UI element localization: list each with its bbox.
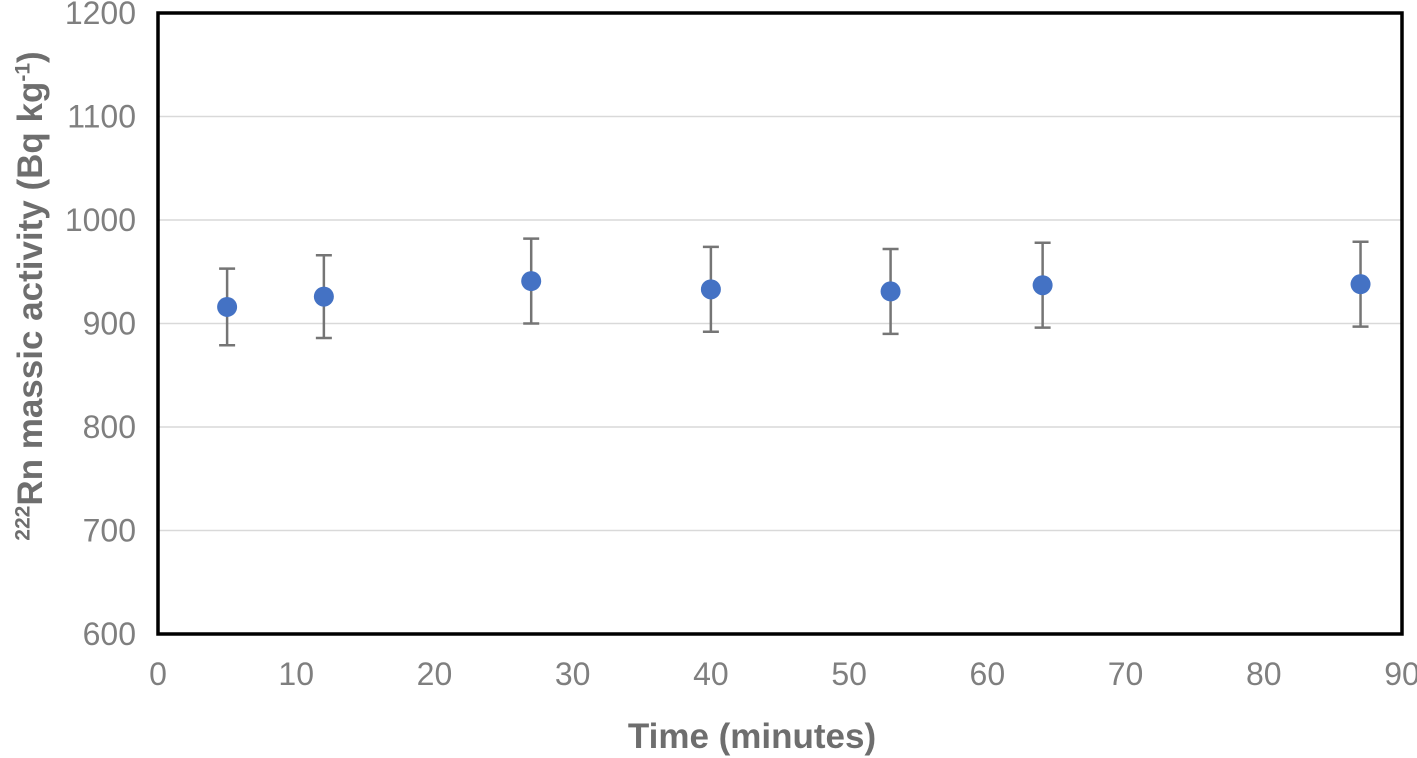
y-axis-title: 222Rn massic activity (Bq kg-1) [11,51,51,540]
y-axis-tick-label: 800 [83,409,136,445]
x-axis-tick-label: 70 [1108,656,1144,692]
x-axis-tick-label: 90 [1384,656,1417,692]
y-axis-tick-label: 700 [83,513,136,549]
y-axis-tick-label: 1100 [67,99,136,135]
x-axis-tick-label: 50 [831,656,867,692]
y-axis-tick-label: 900 [83,306,136,342]
y-axis-title-close-paren: ) [11,51,50,63]
x-axis-tick-label: 0 [149,656,167,692]
y-axis-tick-label: 600 [83,616,136,652]
x-axis-tick-label: 20 [417,656,453,692]
series-rn-222-massic-activity [217,237,1371,347]
x-axis-tick-label: 30 [555,656,591,692]
data-point-marker [313,286,334,307]
y-axis-title-exponent-superscript: -1 [11,62,35,82]
x-axis-tick-label: 40 [693,656,729,692]
data-point-marker [1032,275,1053,296]
x-axis-title: Time (minutes) [627,717,877,756]
data-point-marker [217,296,238,317]
data-point-marker [521,271,542,292]
x-axis-tick-label: 60 [970,656,1006,692]
x-axis-tick-label: 80 [1246,656,1282,692]
plot-border [156,11,1404,636]
y-axis-title-isotope-superscript: 222 [11,505,35,541]
data-point-marker [880,281,901,302]
y-axis-tick-label: 1200 [65,0,136,31]
x-axis-tick-label: 10 [278,656,314,692]
y-axis-tick-label: 1000 [65,202,136,238]
data-point-marker [700,279,721,300]
y-axis-title-text: Rn massic activity (Bq kg [11,81,50,506]
data-point-marker [1350,274,1371,295]
